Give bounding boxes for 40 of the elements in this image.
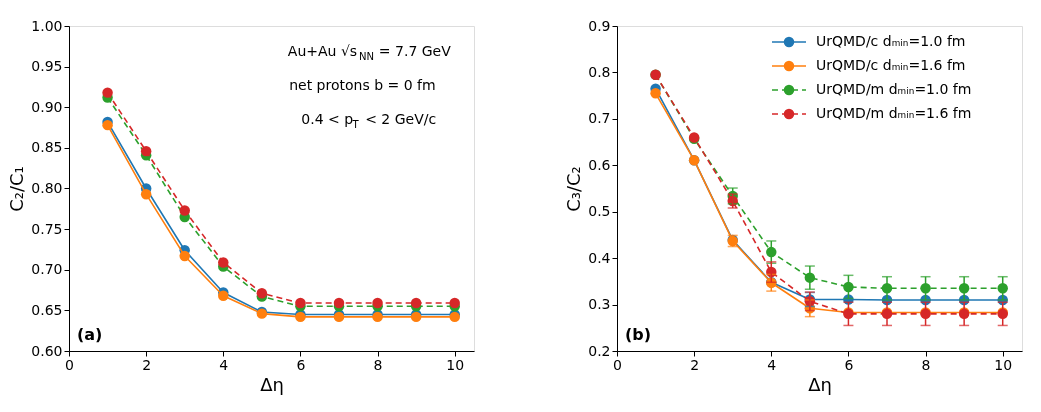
x-tick-label: 10: [446, 356, 465, 373]
y-tick-label: 0.4: [588, 249, 611, 266]
y-tick-label: 0.5: [588, 203, 611, 220]
y-tick-label: 0.85: [31, 139, 63, 156]
x-tick-label: 2: [142, 356, 152, 373]
x-tick-label: 2: [690, 356, 700, 373]
legend-label: UrQMD/m dₘᵢₙ=1.6 fm: [816, 105, 972, 121]
y-tick-label: 0.80: [31, 180, 63, 196]
y-tick-label: 0.95: [31, 58, 63, 75]
x-tick-label: 6: [844, 356, 854, 373]
x-tick-label: 10: [994, 356, 1013, 373]
y-tick-label: 0.60: [31, 342, 63, 359]
y-tick-label: 0.6: [588, 156, 611, 173]
x-tick-label: 6: [296, 356, 306, 373]
annotation: (a): [77, 325, 103, 344]
y-axis-title: C₂/C₁: [6, 166, 28, 212]
y-tick-label: 0.70: [31, 261, 63, 278]
x-tick-label: 0: [613, 356, 622, 373]
x-axis-title: Δη: [260, 373, 284, 395]
y-tick-label: 0.8: [588, 63, 611, 80]
x-tick-label: 8: [373, 356, 383, 373]
y-tick-label: 0.9: [588, 17, 611, 34]
x-tick-label: 4: [219, 356, 229, 373]
y-tick-label: 0.90: [31, 98, 63, 115]
x-tick-label: 4: [767, 356, 777, 373]
annotation: (b): [625, 325, 652, 344]
y-tick-label: 0.7: [588, 110, 611, 127]
x-tick-label: 8: [921, 356, 931, 373]
y-tick-label: 0.65: [31, 301, 63, 318]
annotation: net protons b = 0 fm: [289, 77, 436, 93]
y-tick-label: 0.2: [588, 342, 611, 359]
legend-label: UrQMD/m dₘᵢₙ=1.0 fm: [816, 81, 972, 97]
y-tick-label: 0.3: [588, 296, 611, 313]
y-axis-title: C₃/C₂: [563, 166, 585, 212]
y-tick-label: 0.75: [31, 220, 63, 237]
y-tick-label: 1.00: [31, 17, 63, 34]
legend-label: UrQMD/c dₘᵢₙ=1.6 fm: [816, 57, 966, 73]
x-tick-label: 0: [65, 356, 74, 373]
x-axis-title: Δη: [808, 373, 832, 395]
legend-label: UrQMD/c dₘᵢₙ=1.0 fm: [816, 33, 966, 49]
